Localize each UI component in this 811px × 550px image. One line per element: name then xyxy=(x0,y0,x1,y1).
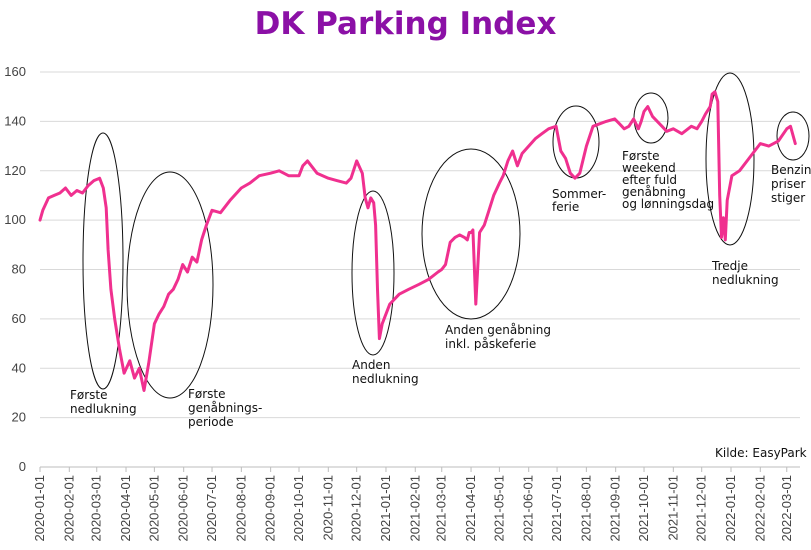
x-tick-label: 2020-12-01 xyxy=(349,475,364,542)
x-tick-label: 2022-03-01 xyxy=(779,475,794,542)
annotation-line: efter fuld xyxy=(622,173,677,187)
x-tick-label: 2020-11-01 xyxy=(320,475,335,541)
series-line xyxy=(38,90,797,392)
annotation-line: nedlukning xyxy=(70,402,137,416)
y-tick-label: 140 xyxy=(4,113,26,128)
annotation-line: Benzin- xyxy=(771,163,811,177)
annotation-line: og lønningsdag xyxy=(622,197,714,211)
x-tick-label: 2020-04-01 xyxy=(118,475,133,542)
x-tick-label: 2022-02-01 xyxy=(752,475,767,542)
annotation-line: Anden xyxy=(352,358,390,372)
x-tick-label: 2021-05-01 xyxy=(491,475,506,542)
x-tick-label: 2021-06-01 xyxy=(521,475,536,542)
grid-lines xyxy=(40,71,800,468)
annotation-line: genåbnings- xyxy=(188,401,262,415)
annotation-line: inkl. påskeferie xyxy=(445,337,536,351)
annotation-ellipse xyxy=(776,111,810,161)
x-tick-label: 2021-07-01 xyxy=(549,475,564,542)
annotation-line: Tredje xyxy=(711,259,748,273)
y-tick-label: 160 xyxy=(4,64,26,79)
x-tick-label: 2021-10-01 xyxy=(636,475,651,542)
x-tick-label: 2020-03-01 xyxy=(89,475,104,542)
x-tick-label: 2020-06-01 xyxy=(176,475,191,542)
annotation-line: nedlukning xyxy=(712,273,779,287)
annotation-line: periode xyxy=(188,415,234,429)
x-tick-label: 2020-02-01 xyxy=(61,475,76,542)
annotation-line: weekend xyxy=(622,161,676,175)
x-tick-label: 2020-01-01 xyxy=(32,475,47,542)
x-tick-label: 2021-01-01 xyxy=(378,475,393,542)
y-axis-ticks: 0 20 40 60 80 100 120 140 160 xyxy=(4,64,26,474)
annotation-label: Anden genåbning inkl. påskeferie xyxy=(445,323,551,351)
annotation-line: Første xyxy=(70,388,108,402)
x-tick-label: 2020-07-01 xyxy=(204,475,219,542)
annotation-ellipse xyxy=(351,190,395,356)
annotation-line: Anden genåbning xyxy=(445,323,551,337)
x-tick-label: 2021-09-01 xyxy=(608,475,623,542)
x-axis: 2020-01-01 2020-02-01 2020-03-01 2020-04-01… xyxy=(32,467,794,542)
y-tick-label: 0 xyxy=(19,459,26,474)
annotation-label: Første genåbnings-periode xyxy=(188,387,262,429)
x-tick-label: 2020-05-01 xyxy=(146,475,161,542)
annotation-ellipse xyxy=(126,171,214,399)
y-tick-label: 20 xyxy=(12,410,26,425)
annotation-line: priser xyxy=(771,177,806,191)
annotation-label: Første nedlukning xyxy=(70,388,137,416)
annotation-label: Sommer-ferie xyxy=(552,187,606,214)
annotation-label: Tredje nedlukning xyxy=(711,259,779,287)
x-tick-label: 2022-01-01 xyxy=(723,475,738,542)
y-tick-label: 60 xyxy=(12,311,26,326)
annotation-line: ferie xyxy=(552,200,579,214)
annotation-line: nedlukning xyxy=(352,372,419,386)
x-tick-label: 2021-02-01 xyxy=(407,475,422,542)
annotation-line: stiger xyxy=(771,191,805,205)
annotation-line: genåbning xyxy=(622,185,686,199)
annotation-ellipse xyxy=(82,132,124,390)
y-tick-label: 80 xyxy=(12,262,26,277)
annotation-ellipse xyxy=(705,72,755,246)
y-tick-label: 100 xyxy=(4,212,26,227)
annotation-ellipses xyxy=(82,72,810,399)
series-group xyxy=(38,90,797,392)
x-tick-label: 2020-09-01 xyxy=(263,475,278,542)
x-tick-label: 2021-12-01 xyxy=(694,475,709,542)
x-tick-label: 2021-11-01 xyxy=(665,475,680,541)
source-label: Kilde: EasyPark xyxy=(715,446,807,460)
x-tick-label: 2021-03-01 xyxy=(434,475,449,541)
y-tick-label: 40 xyxy=(12,360,26,375)
annotation-line: Første xyxy=(622,149,660,163)
x-tick-label: 2021-04-01 xyxy=(463,475,478,541)
chart-title: DK Parking Index xyxy=(254,6,557,42)
annotation-line: Sommer- xyxy=(552,187,606,201)
x-tick-label: 2021-08-01 xyxy=(578,475,593,542)
annotation-ellipse xyxy=(421,148,521,320)
annotation-ellipse xyxy=(633,92,669,144)
annotation-label: Første weekend efter fuld genåbning og lønni… xyxy=(622,149,714,211)
y-tick-label: 120 xyxy=(4,163,26,178)
x-tick-label: 2020-08-01 xyxy=(233,475,248,542)
x-tick-label: 2020-10-01 xyxy=(291,475,306,542)
annotation-line: Første xyxy=(188,387,226,401)
annotation-label: Anden nedlukning xyxy=(352,358,419,386)
